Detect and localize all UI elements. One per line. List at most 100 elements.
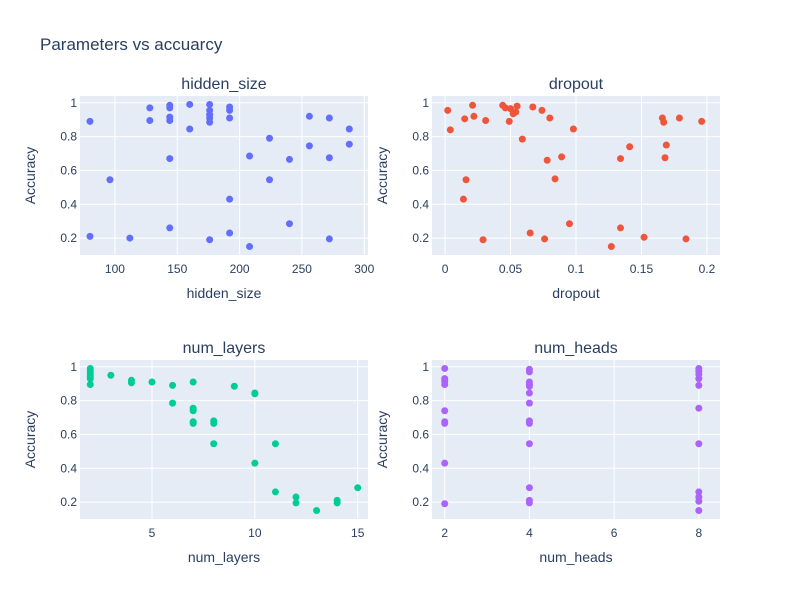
- plot-area: [432, 360, 720, 519]
- data-point: [695, 375, 703, 383]
- data-point: [607, 243, 615, 251]
- x-tick-label: 100: [105, 262, 125, 276]
- subplot-title: dropout: [549, 76, 604, 93]
- data-point: [169, 381, 177, 389]
- y-tick-label: 0.4: [412, 197, 429, 211]
- x-tick-label: 0.15: [630, 262, 654, 276]
- data-point: [662, 141, 670, 149]
- data-point: [518, 135, 526, 143]
- data-point: [345, 140, 353, 148]
- data-point: [206, 118, 214, 126]
- data-point: [695, 440, 703, 448]
- data-point: [551, 175, 559, 183]
- data-point: [538, 106, 546, 114]
- data-point: [529, 103, 537, 111]
- data-point: [106, 176, 114, 184]
- x-axis-title: dropout: [552, 285, 600, 301]
- data-point: [271, 440, 279, 448]
- data-point: [107, 371, 115, 379]
- data-point: [444, 106, 452, 114]
- data-point: [166, 224, 174, 232]
- data-point: [543, 156, 551, 164]
- data-point: [246, 243, 254, 251]
- y-tick-label: 0.4: [60, 197, 77, 211]
- subplot-num-layers: 5 10 15 0.2 0.4 0.6 0.8 1 num_layers num_layers Ac…: [22, 340, 368, 565]
- data-point: [617, 155, 625, 163]
- data-point: [285, 220, 293, 228]
- data-point: [512, 108, 520, 116]
- data-point: [617, 224, 625, 232]
- x-tick-label: 150: [167, 262, 187, 276]
- x-tick-label: 0: [442, 262, 449, 276]
- data-point: [675, 114, 683, 122]
- data-point: [695, 381, 703, 389]
- x-tick-label: 15: [351, 526, 365, 540]
- y-tick-label: 0.2: [60, 495, 77, 509]
- data-point: [546, 114, 554, 122]
- data-point: [169, 399, 177, 407]
- data-point: [505, 117, 513, 125]
- data-point: [525, 484, 533, 492]
- x-tick-label: 2: [441, 526, 448, 540]
- data-point: [230, 382, 238, 390]
- data-point: [226, 229, 234, 237]
- data-point: [525, 382, 533, 390]
- data-point: [226, 114, 234, 122]
- data-point: [189, 419, 197, 427]
- data-point: [660, 118, 668, 126]
- data-point: [266, 176, 274, 184]
- subplot-title: num_layers: [183, 340, 266, 357]
- data-point: [86, 375, 94, 383]
- x-tick-label: 250: [292, 262, 312, 276]
- data-point: [695, 488, 703, 496]
- data-point: [695, 497, 703, 505]
- data-point: [525, 440, 533, 448]
- data-point: [441, 364, 449, 372]
- x-tick-label: 5: [149, 526, 156, 540]
- data-point: [186, 100, 194, 108]
- data-point: [251, 459, 259, 467]
- data-point: [462, 176, 470, 184]
- y-tick-label: 0.8: [412, 130, 429, 144]
- data-point: [166, 104, 174, 112]
- data-point: [148, 378, 156, 386]
- y-axis-title: Accuracy: [22, 147, 38, 205]
- y-tick-label: 0.6: [412, 427, 429, 441]
- data-point: [640, 233, 648, 241]
- data-point: [479, 236, 487, 244]
- plot-area: [80, 360, 368, 519]
- data-point: [565, 220, 573, 228]
- data-point: [166, 155, 174, 163]
- data-point: [441, 459, 449, 467]
- y-tick-label: 1: [70, 360, 77, 374]
- page-title: Parameters vs accuarcy: [40, 35, 223, 54]
- data-point: [569, 125, 577, 133]
- data-point: [305, 142, 313, 150]
- y-tick-label: 1: [422, 360, 429, 374]
- data-point: [441, 381, 449, 389]
- data-point: [459, 195, 467, 203]
- x-tick-label: 6: [611, 526, 618, 540]
- x-tick-label: 300: [354, 262, 374, 276]
- y-tick-label: 0.2: [412, 495, 429, 509]
- data-point: [292, 493, 300, 501]
- data-point: [325, 235, 333, 243]
- data-point: [146, 104, 154, 112]
- data-point: [354, 484, 362, 492]
- data-point: [285, 155, 293, 163]
- y-tick-label: 0.2: [412, 231, 429, 245]
- y-tick-label: 0.6: [412, 163, 429, 177]
- data-point: [345, 125, 353, 133]
- data-point: [226, 195, 234, 203]
- data-point: [305, 112, 313, 120]
- data-point: [526, 229, 534, 237]
- data-point: [206, 236, 214, 244]
- data-point: [186, 125, 194, 133]
- subplot-num-heads: 2 4 6 8 0.2 0.4 0.6 0.8 1 num_heads num_heads Accur…: [374, 340, 720, 565]
- data-point: [541, 235, 549, 243]
- y-tick-label: 0.8: [60, 394, 77, 408]
- y-tick-label: 0.2: [60, 231, 77, 245]
- subplot-hidden-size: 100 150 200 250 3000.20.40.60.81hidden_sizeh…: [22, 76, 375, 301]
- plot-area: [80, 96, 368, 255]
- y-axis-title: Accuracy: [374, 147, 390, 205]
